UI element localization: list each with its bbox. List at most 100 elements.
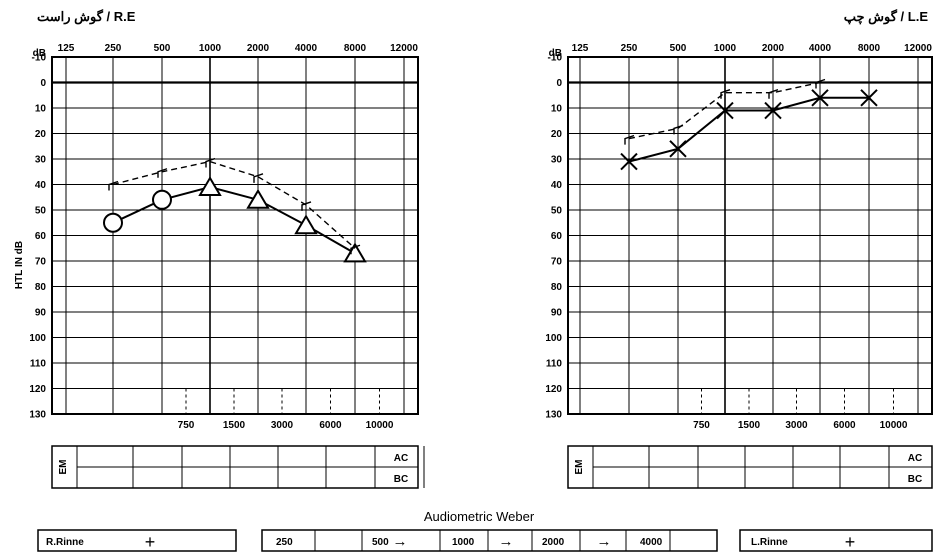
db-tick-label: 30 [35,155,47,166]
y-axis-label: HTL IN dB [14,241,25,289]
ac-triangle-marker [343,242,367,263]
db-tick-label: 50 [551,206,563,217]
freq-tick-label: 1000 [714,43,737,54]
ac-triangle-marker [198,176,222,197]
ac-x-marker [860,89,878,107]
db-unit-label: dB [549,48,562,59]
weber-freq-cell: 250 [276,537,293,548]
bc-threshold-line [628,81,821,140]
db-tick-label: 50 [35,206,47,217]
ac-triangle-marker [294,214,318,235]
ac-threshold-line [112,185,356,255]
freq-tick-label: 250 [621,43,638,54]
bc-marker [720,89,731,99]
db-tick-label: 110 [546,359,563,370]
db-tick-label: 90 [551,308,563,319]
left-rinne-label: L.Rinne [751,537,788,548]
half-octave-label: 750 [178,420,195,431]
db-tick-label: 120 [545,384,562,395]
bc-label: BC [394,474,408,485]
freq-tick-label: 8000 [858,43,881,54]
bc-marker [350,244,361,255]
bc-marker [108,180,119,191]
freq-tick-label: 250 [105,43,122,54]
db-tick-label: 10 [35,104,47,115]
right-ear-title: گوش راست / R.E [37,8,136,25]
weber-arrow: → [499,533,514,550]
db-tick-label: 90 [35,308,47,319]
db-tick-label: 110 [30,359,47,370]
db-tick-label: 100 [545,333,562,344]
right-rinne-symbol: + [145,532,156,552]
db-tick-label: 30 [551,155,563,166]
bc-marker [624,134,635,145]
bc-marker [301,201,312,211]
right-rinne-box [37,529,237,552]
freq-tick-label: 125 [58,43,75,54]
db-tick-label: 80 [551,282,563,293]
bc-threshold-line [112,160,356,249]
weber-freq-cell: 500 [372,537,389,548]
half-octave-label: 6000 [319,420,342,431]
ac-label: AC [394,453,408,464]
ac-x-marker [764,101,782,120]
ac-x-marker [716,101,734,120]
db-tick-label: -10 [548,53,563,64]
freq-tick-label: 500 [670,43,687,54]
weber-arrow: → [597,533,612,550]
bc-label: BC [908,474,922,485]
db-tick-label: 60 [551,231,563,242]
half-octave-label: 10000 [880,420,908,431]
half-octave-label: 750 [693,420,710,431]
db-tick-label: 40 [551,180,563,191]
freq-tick-label: 4000 [295,43,318,54]
weber-title: Audiometric Weber [424,509,535,524]
db-unit-label: dB [33,48,46,59]
ac-x-marker [620,152,638,171]
weber-freq-cell: 2000 [542,537,565,548]
ac-circle-marker [103,212,123,233]
weber-row: R.Rinne + L.Rinne +250 500 1000 2000 4000 → → → [37,529,933,552]
ac-triangle-marker [246,188,270,209]
ac-threshold-line [628,96,869,163]
half-octave-label: 10000 [366,420,394,431]
left-rinne-box [739,529,933,552]
ac-x-marker [811,89,829,107]
bc-marker [205,157,216,168]
bc-marker [768,89,779,99]
masking-label: EM [58,460,69,475]
freq-tick-label: 4000 [809,43,832,54]
db-tick-label: 20 [35,129,47,140]
half-octave-label: 1500 [223,420,246,431]
weber-arrow: → [393,533,408,550]
db-tick-label: 0 [40,78,46,89]
bc-marker [157,168,168,178]
bc-marker [815,78,826,89]
db-tick-label: 80 [35,282,47,293]
db-tick-label: 120 [29,384,46,395]
left-ear-audiogram: -10 0 10 20 30 40 50 60 70 80 90 100 110 120 130 dB 125 2… [545,43,933,489]
freq-tick-label: 125 [572,43,589,54]
weber-freq-cell: 1000 [452,537,475,548]
bc-marker [253,173,264,183]
db-tick-label: 130 [29,410,46,421]
db-tick-label: -10 [32,53,47,64]
freq-tick-label: 2000 [762,43,785,54]
half-octave-label: 3000 [271,420,294,431]
db-tick-label: 10 [551,104,563,115]
ac-circle-marker [152,189,172,210]
right-ear-audiogram: -10 0 10 20 30 40 50 60 70 80 90 100 110 120 130 dB 125 2… [29,43,425,489]
freq-tick-label: 12000 [390,43,418,54]
db-tick-label: 20 [551,129,563,140]
db-tick-label: 130 [545,410,562,421]
db-tick-label: 70 [551,257,563,268]
db-tick-label: 100 [29,333,46,344]
db-tick-label: 0 [556,78,562,89]
db-tick-label: 60 [35,231,47,242]
freq-tick-label: 500 [154,43,171,54]
db-tick-label: 40 [35,180,47,191]
half-octave-label: 6000 [833,420,856,431]
left-ear-title: گوش چپ / L.E [844,8,929,25]
half-octave-label: 3000 [785,420,808,431]
